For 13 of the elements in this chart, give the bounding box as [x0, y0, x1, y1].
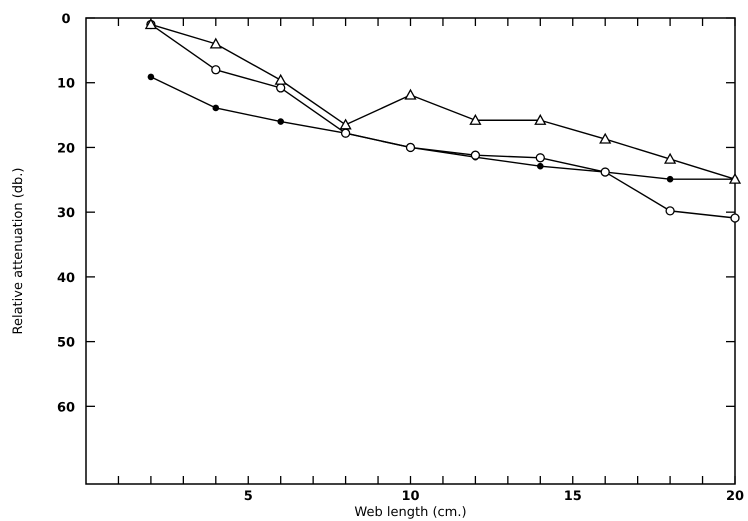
y-tick-label: 0: [61, 12, 71, 27]
y-axis-title: Relative attenuation (db.): [11, 168, 26, 334]
x-axis-title: Web length (cm.): [354, 505, 467, 520]
x-tick-label: 5: [244, 489, 253, 504]
y-tick-label: 30: [56, 206, 76, 222]
y-tick-label: 60: [56, 400, 76, 416]
x-tick-label: 20: [726, 489, 744, 504]
y-tick-label: 10: [56, 76, 76, 92]
x-tick-label: 10: [401, 489, 420, 504]
x-tick-label: 15: [564, 489, 582, 504]
y-tick-label: 20: [56, 141, 76, 156]
y-tick-label: 50: [56, 336, 76, 351]
y-tick-label: 40: [56, 270, 76, 286]
